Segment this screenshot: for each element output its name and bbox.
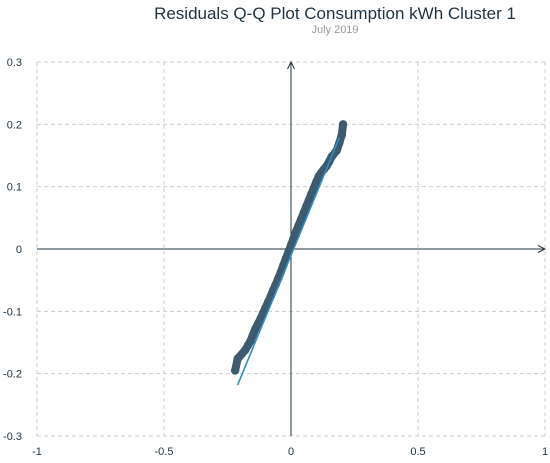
y-tick-label: -0.2 bbox=[3, 369, 22, 381]
tick-label-layer: -1 -0.5 0 0.5 1 -0.3 -0.2 -0.1 0 0.1 0.2 0.3 bbox=[3, 57, 548, 458]
qq-point-band bbox=[337, 120, 348, 139]
y-axis-arrow bbox=[287, 60, 295, 70]
x-tick-label: 0.5 bbox=[410, 446, 425, 458]
point-layer bbox=[230, 120, 348, 375]
fit-line-layer bbox=[236, 137, 340, 386]
chart-subtitle: July 2019 bbox=[311, 24, 359, 36]
y-tick-label: 0.1 bbox=[7, 182, 22, 194]
x-tick-label: 0 bbox=[288, 446, 294, 458]
x-axis-arrow bbox=[537, 245, 547, 253]
chart-title: Residuals Q-Q Plot Consumption kWh Clust… bbox=[154, 4, 516, 23]
x-tick-label: 1 bbox=[542, 446, 548, 458]
x-tick-label: -0.5 bbox=[155, 446, 174, 458]
y-tick-label: 0.2 bbox=[7, 119, 22, 131]
y-tick-label: -0.3 bbox=[3, 431, 22, 443]
y-tick-label: 0 bbox=[16, 244, 22, 256]
y-tick-label: 0.3 bbox=[7, 57, 22, 69]
reference-line bbox=[236, 137, 340, 386]
x-tick-label: -1 bbox=[32, 446, 42, 458]
y-tick-label: -0.1 bbox=[3, 306, 22, 318]
